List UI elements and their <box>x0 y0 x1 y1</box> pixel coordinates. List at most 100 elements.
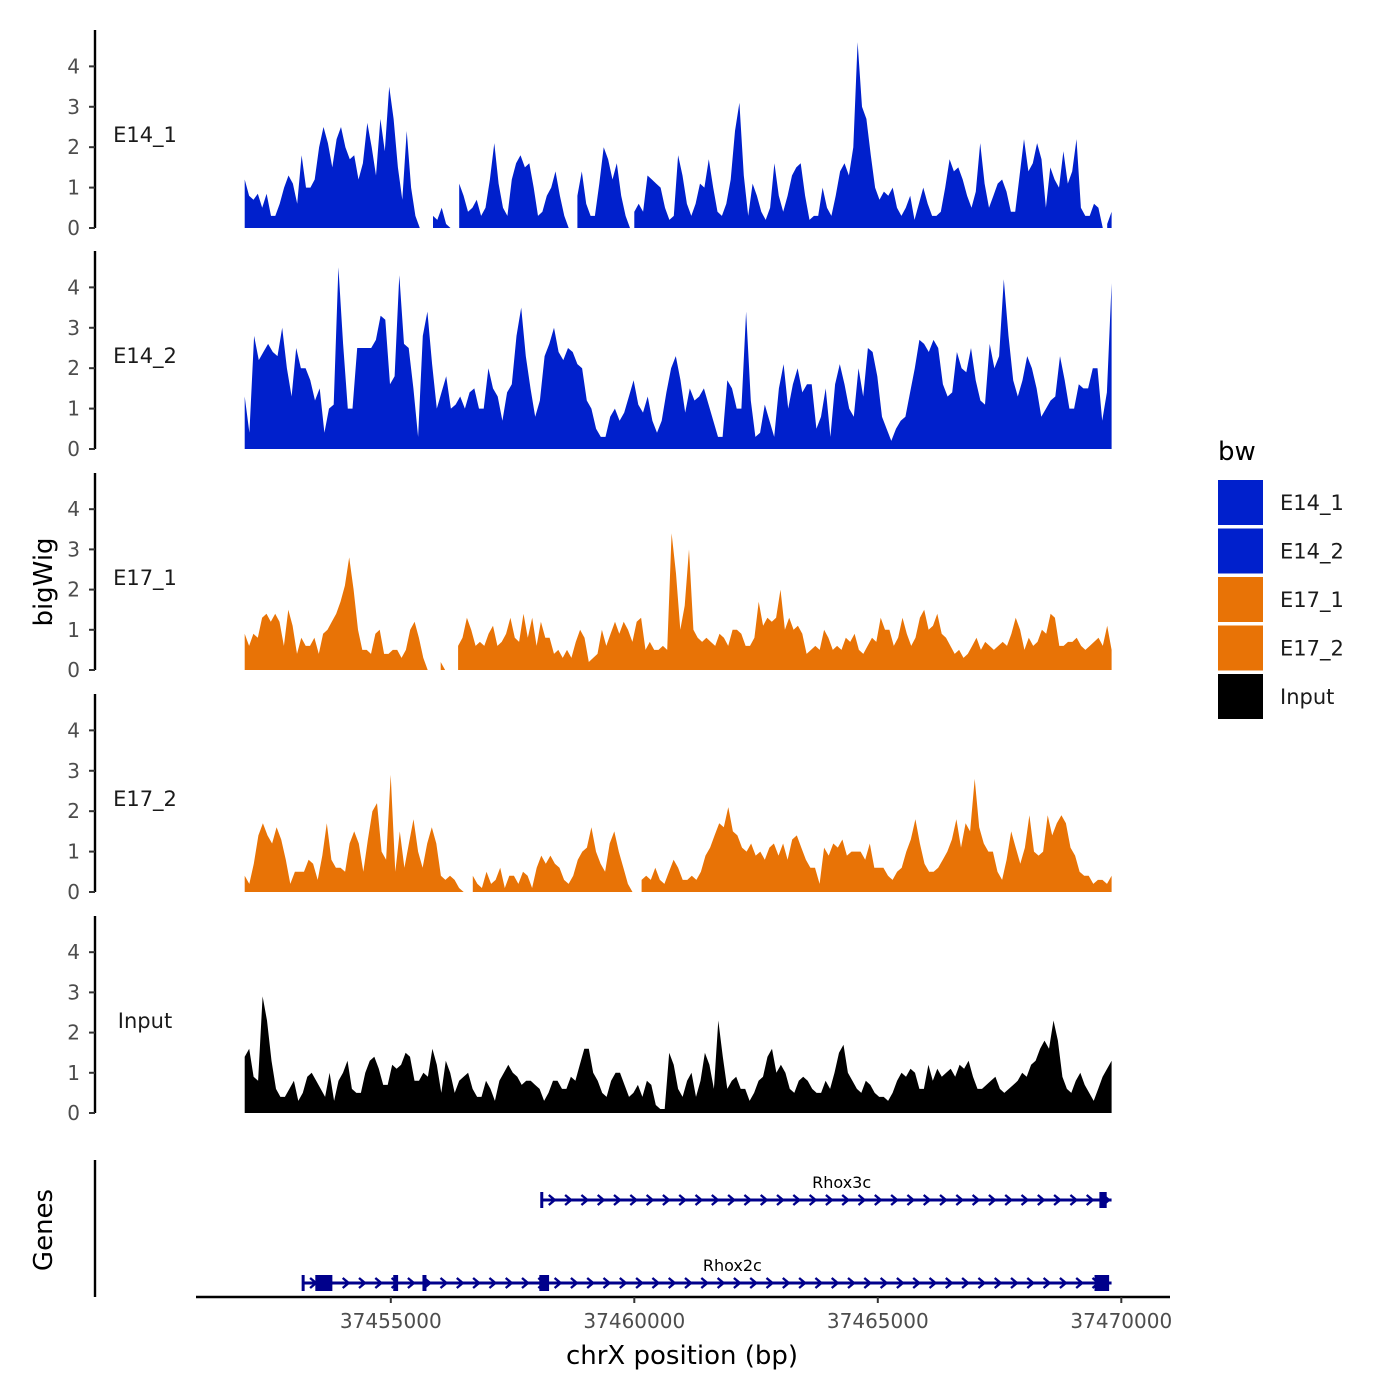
strand-chevron <box>1085 1194 1095 1206</box>
track-e14_2: 0 1 2 3 4 E14_2 <box>67 251 1112 461</box>
strand-chevron <box>874 1194 883 1206</box>
strand-chevron <box>439 1277 449 1289</box>
y-tick-label: 2 <box>67 135 80 159</box>
x-axis-title: chrX position (bp) <box>566 1341 798 1371</box>
strand-chevron <box>570 1277 579 1289</box>
y-axis-title-bigwig: bigWig <box>29 537 59 626</box>
strand-chevron <box>841 1194 851 1206</box>
strand-chevron <box>906 1194 916 1206</box>
coverage-tracks: 0 1 2 3 4 E14_1 0 1 2 3 4 E14_2 0 1 2 3 4 E17_1 0 1 2 3 4 E17_2… <box>67 30 1112 1125</box>
strand-chevron <box>667 1277 677 1289</box>
strand-chevron <box>456 1277 465 1289</box>
y-tick-label: 2 <box>67 578 80 602</box>
strand-chevron <box>857 1194 867 1206</box>
y-tick-label: 1 <box>67 1061 80 1085</box>
gene-rhox3c: Rhox3c <box>540 1173 1112 1208</box>
strand-chevron <box>472 1277 481 1289</box>
coverage-area <box>244 267 1112 449</box>
y-axis-titles: bigWig Genes <box>29 537 59 1271</box>
y-tick-label: 2 <box>67 799 80 823</box>
track-label: E17_2 <box>113 787 177 812</box>
strand-chevron <box>488 1277 498 1289</box>
legend-swatch <box>1218 577 1263 622</box>
strand-chevron <box>890 1194 899 1206</box>
x-tick-label: 37455000 <box>340 1309 442 1333</box>
strand-chevron <box>684 1277 693 1289</box>
strand-chevron <box>619 1277 628 1289</box>
y-tick-label: 1 <box>67 176 80 200</box>
legend-label: E17_1 <box>1280 588 1344 613</box>
exon <box>315 1275 333 1291</box>
strand-chevron <box>613 1194 622 1206</box>
legend-swatch <box>1218 480 1263 525</box>
strand-chevron <box>993 1277 1003 1289</box>
legend-label: Input <box>1280 685 1334 709</box>
strand-chevron <box>1037 1194 1046 1206</box>
x-tick-label: 37465000 <box>827 1309 929 1333</box>
strand-chevron <box>912 1277 922 1289</box>
strand-chevron <box>765 1277 775 1289</box>
y-tick-label: 4 <box>67 497 80 521</box>
track-input: 0 1 2 3 4 Input <box>67 916 1112 1125</box>
x-tick-label: 37470000 <box>1070 1309 1172 1333</box>
y-tick-label: 1 <box>67 397 80 421</box>
strand-chevron <box>1010 1277 1019 1289</box>
strand-chevron <box>635 1277 644 1289</box>
strand-chevron <box>798 1277 807 1289</box>
strand-chevron <box>759 1194 769 1206</box>
strand-chevron <box>961 1277 970 1289</box>
legend-swatch <box>1218 625 1263 671</box>
track-label: E17_1 <box>113 566 177 591</box>
track-e14_1: 0 1 2 3 4 E14_1 <box>67 30 1112 240</box>
strand-chevron <box>580 1194 590 1206</box>
legend-swatch <box>1218 528 1263 574</box>
strand-chevron <box>847 1277 856 1289</box>
y-tick-label: 0 <box>67 1101 80 1125</box>
y-tick-label: 3 <box>67 316 80 340</box>
strand-chevron <box>662 1194 671 1206</box>
coverage-area <box>244 996 1112 1113</box>
y-tick-label: 0 <box>67 437 80 461</box>
strand-chevron <box>521 1277 530 1289</box>
y-tick-label: 0 <box>67 658 80 682</box>
track-e17_1: 0 1 2 3 4 E17_1 <box>67 473 1112 682</box>
strand-chevron <box>945 1277 954 1289</box>
strand-chevron <box>814 1277 824 1289</box>
strand-chevron <box>678 1194 688 1206</box>
y-tick-label: 3 <box>67 537 80 561</box>
strand-chevron <box>955 1194 965 1206</box>
legend-label: E14_1 <box>1280 491 1344 516</box>
y-tick-label: 4 <box>67 940 80 964</box>
strand-chevron <box>1075 1277 1085 1289</box>
strand-chevron <box>602 1277 612 1289</box>
strand-chevron <box>407 1277 416 1289</box>
gene-label: Rhox3c <box>812 1173 871 1192</box>
strand-chevron <box>971 1194 981 1206</box>
exon <box>1094 1275 1110 1291</box>
strand-chevron <box>341 1277 351 1289</box>
coverage-area <box>244 42 1112 228</box>
track-e17_2: 0 1 2 3 4 E17_2 <box>67 694 1112 904</box>
strand-chevron <box>548 1194 557 1206</box>
legend-label: E14_2 <box>1280 540 1344 565</box>
strand-chevron <box>1053 1194 1062 1206</box>
strand-chevron <box>564 1194 573 1206</box>
strand-chevron <box>504 1277 514 1289</box>
strand-chevron <box>1020 1194 1030 1206</box>
gene-track: Rhox3c Rhox2c <box>93 1160 1112 1297</box>
strand-chevron <box>694 1194 704 1206</box>
y-axis-title-genes: Genes <box>29 1189 59 1271</box>
strand-chevron <box>711 1194 720 1206</box>
y-tick-label: 4 <box>67 275 80 299</box>
strand-chevron <box>716 1277 726 1289</box>
strand-chevron <box>700 1277 710 1289</box>
strand-chevron <box>586 1277 596 1289</box>
legend-label: E17_2 <box>1280 637 1344 662</box>
strand-chevron <box>743 1194 753 1206</box>
strand-chevron <box>977 1277 987 1289</box>
strand-chevron <box>928 1277 938 1289</box>
exon <box>1099 1192 1107 1208</box>
y-tick-label: 1 <box>67 618 80 642</box>
strand-chevron <box>988 1194 997 1206</box>
